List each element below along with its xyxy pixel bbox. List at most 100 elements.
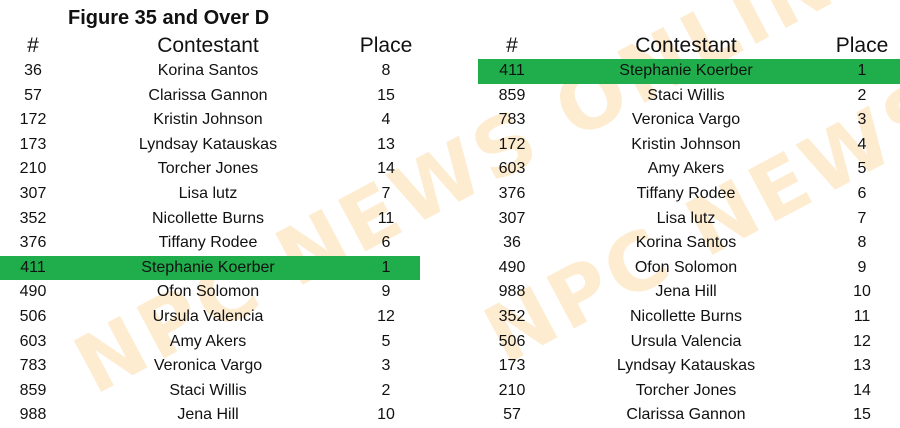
cell-number: 988	[498, 283, 526, 301]
cell-place: 11	[853, 307, 871, 325]
cell-contestant: Veronica Vargo	[153, 357, 263, 375]
cell-contestant: Ofon Solomon	[634, 258, 738, 276]
cell-place: 11	[377, 209, 395, 227]
cell-contestant: Stephanie Koerber	[141, 258, 275, 276]
table-row: 57 Clarissa Gannon 15	[478, 403, 900, 428]
table-row: 57 Clarissa Gannon 15	[0, 84, 420, 109]
table-row: 210 Torcher Jones 14	[478, 379, 900, 404]
table-row: 173 Lyndsay Katauskas 13	[0, 133, 420, 158]
cell-contestant: Torcher Jones	[157, 160, 259, 178]
cell-number: 506	[19, 307, 47, 325]
cell-number: 210	[498, 381, 526, 399]
cell-place: 5	[381, 332, 391, 350]
cell-contestant: Stephanie Koerber	[619, 62, 753, 79]
cell-number: 783	[498, 111, 526, 129]
cell-contestant: Amy Akers	[647, 160, 725, 178]
cell-contestant: Kristin Johnson	[153, 111, 263, 129]
table-row: 36 Korina Santos 8	[478, 231, 900, 256]
cell-contestant: Korina Santos	[635, 234, 737, 252]
cell-contestant: Tiffany Rodee	[158, 234, 258, 252]
cell-number: 307	[498, 209, 526, 227]
cell-contestant: Veronica Vargo	[631, 111, 741, 129]
results-table-by-number: # Contestant Place 36 Korina Santos 8 57 Cla…	[0, 33, 420, 428]
cell-place: 8	[381, 62, 391, 79]
table-row: 490 Ofon Solomon 9	[478, 256, 900, 281]
cell-number: 988	[19, 406, 47, 424]
cell-place: 4	[381, 111, 391, 129]
cell-contestant: Nicollette Burns	[629, 307, 743, 325]
cell-number: 210	[19, 160, 47, 178]
cell-number: 603	[19, 332, 47, 350]
table-header: # Contestant Place	[478, 33, 900, 59]
table-row: 506 Ursula Valencia 12	[478, 330, 900, 355]
cell-number: 307	[19, 184, 47, 202]
table-row: 506 Ursula Valencia 12	[0, 305, 420, 330]
cell-place: 6	[381, 234, 391, 252]
table-row: 490 Ofon Solomon 9	[0, 280, 420, 305]
table-header: # Contestant Place	[0, 33, 420, 59]
cell-place: 15	[853, 406, 871, 424]
cell-number: 57	[24, 86, 42, 104]
cell-place: 14	[853, 381, 871, 399]
table-row: 172 Kristin Johnson 4	[478, 133, 900, 158]
table-row: 988 Jena Hill 10	[0, 403, 420, 428]
table-row: 859 Staci Willis 2	[0, 379, 420, 404]
cell-contestant: Korina Santos	[157, 62, 259, 79]
cell-number: 783	[19, 357, 47, 375]
cell-number: 173	[498, 357, 526, 375]
table-row: 603 Amy Akers 5	[0, 330, 420, 355]
table-row: 307 Lisa lutz 7	[478, 207, 900, 232]
header-number: #	[27, 34, 39, 57]
cell-contestant: Lyndsay Katauskas	[616, 357, 756, 375]
header-number: #	[506, 34, 518, 57]
cell-contestant: Clarissa Gannon	[626, 406, 746, 424]
cell-place: 13	[853, 357, 871, 375]
cell-number: 172	[19, 111, 47, 129]
cell-place: 3	[381, 357, 391, 375]
table-row: 783 Veronica Vargo 3	[0, 354, 420, 379]
cell-number: 411	[499, 62, 525, 79]
cell-contestant: Torcher Jones	[635, 381, 737, 399]
cell-place: 8	[857, 234, 867, 252]
cell-number: 352	[498, 307, 526, 325]
cell-place: 2	[857, 86, 867, 104]
cell-contestant: Nicollette Burns	[151, 209, 265, 227]
cell-number: 490	[19, 283, 47, 301]
header-contestant: Contestant	[157, 34, 259, 57]
cell-place: 12	[853, 332, 871, 350]
cell-place: 7	[857, 209, 867, 227]
cell-contestant: Staci Willis	[169, 381, 247, 399]
cell-number: 57	[503, 406, 521, 424]
cell-place: 6	[857, 184, 867, 202]
cell-number: 173	[19, 135, 47, 153]
cell-number: 376	[19, 234, 47, 252]
table-row: 172 Kristin Johnson 4	[0, 108, 420, 133]
cell-number: 352	[19, 209, 47, 227]
cell-number: 376	[498, 184, 526, 202]
cell-place: 10	[853, 283, 871, 301]
cell-number: 859	[19, 381, 47, 399]
cell-contestant: Amy Akers	[169, 332, 247, 350]
table-row: 352 Nicollette Burns 11	[478, 305, 900, 330]
table-row-highlighted: 411 Stephanie Koerber 1	[0, 255, 420, 281]
cell-contestant: Ursula Valencia	[630, 332, 742, 350]
cell-place: 9	[381, 283, 391, 301]
cell-contestant: Kristin Johnson	[631, 135, 741, 153]
table-row: 988 Jena Hill 10	[478, 280, 900, 305]
header-place: Place	[835, 34, 889, 57]
table-row: 376 Tiffany Rodee 6	[478, 182, 900, 207]
cell-place: 1	[381, 258, 391, 276]
cell-contestant: Clarissa Gannon	[148, 86, 268, 104]
cell-place: 15	[377, 86, 395, 104]
table-row: 603 Amy Akers 5	[478, 157, 900, 182]
header-contestant: Contestant	[635, 34, 737, 57]
table-row: 859 Staci Willis 2	[478, 84, 900, 109]
table-row: 352 Nicollette Burns 11	[0, 207, 420, 232]
cell-contestant: Jena Hill	[655, 283, 717, 301]
cell-number: 859	[498, 86, 526, 104]
cell-place: 7	[381, 184, 391, 202]
cell-contestant: Ursula Valencia	[152, 307, 264, 325]
table-row: 783 Veronica Vargo 3	[478, 108, 900, 133]
header-place: Place	[359, 34, 413, 57]
cell-place: 10	[377, 406, 395, 424]
